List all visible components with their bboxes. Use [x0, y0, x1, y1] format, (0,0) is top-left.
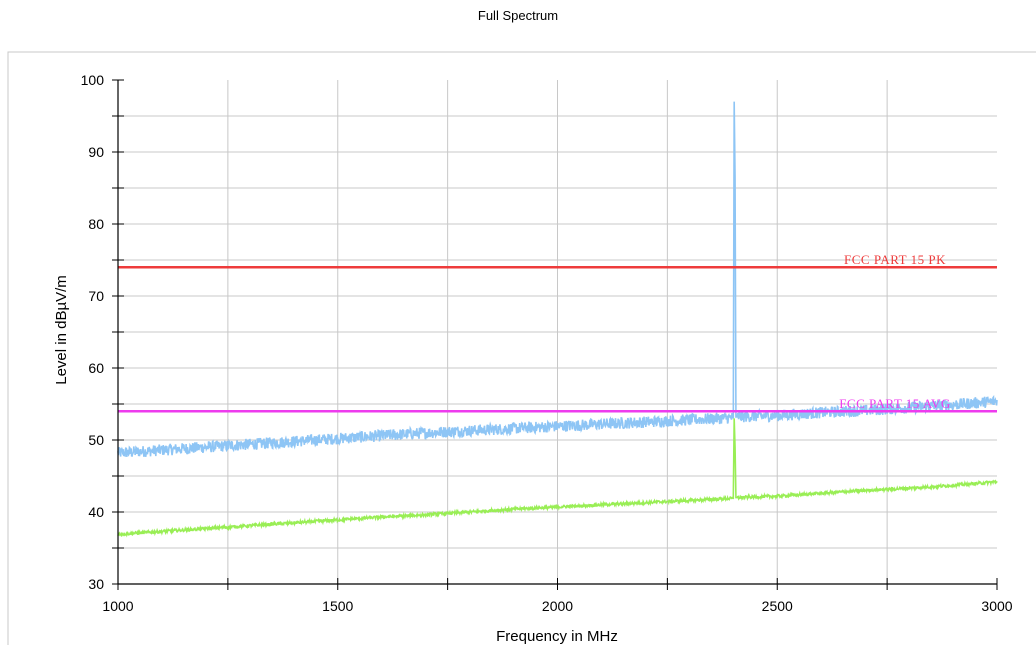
- y-tick-label: 40: [88, 504, 104, 520]
- y-tick-label: 90: [88, 144, 104, 160]
- axes: [112, 79, 998, 590]
- y-tick-label: 80: [88, 216, 104, 232]
- x-tick-label: 1000: [102, 598, 133, 614]
- limit-line-label-2: FCC PART 15 AVG: [839, 396, 951, 411]
- limit-lines: FCC PART 15 PK FCC PART 15 AVG: [118, 252, 997, 413]
- series-line-2: [117, 418, 998, 538]
- y-axis-label: Level in dBµV/m: [53, 275, 70, 385]
- y-tick-label: 100: [81, 72, 105, 88]
- chart-frame: [7, 51, 1036, 645]
- x-tick-label: 2000: [542, 598, 573, 614]
- y-tick-label: 30: [88, 576, 104, 592]
- y-tick-label: 60: [88, 360, 104, 376]
- y-tick-label: 50: [88, 432, 104, 448]
- x-tick-label: 3000: [981, 598, 1012, 614]
- x-axis-label: Frequency in MHz: [496, 628, 618, 645]
- x-tick-label: 1500: [322, 598, 353, 614]
- limit-line-label-1: FCC PART 15 PK: [844, 252, 946, 267]
- x-tick-label: 2500: [762, 598, 793, 614]
- y-tick-label: 70: [88, 288, 104, 304]
- chart-title: Full Spectrum: [478, 8, 558, 23]
- tick-labels: 30 40 50 60 70 80 90 100 1000 1500 2000 2500 3000: [81, 72, 1013, 614]
